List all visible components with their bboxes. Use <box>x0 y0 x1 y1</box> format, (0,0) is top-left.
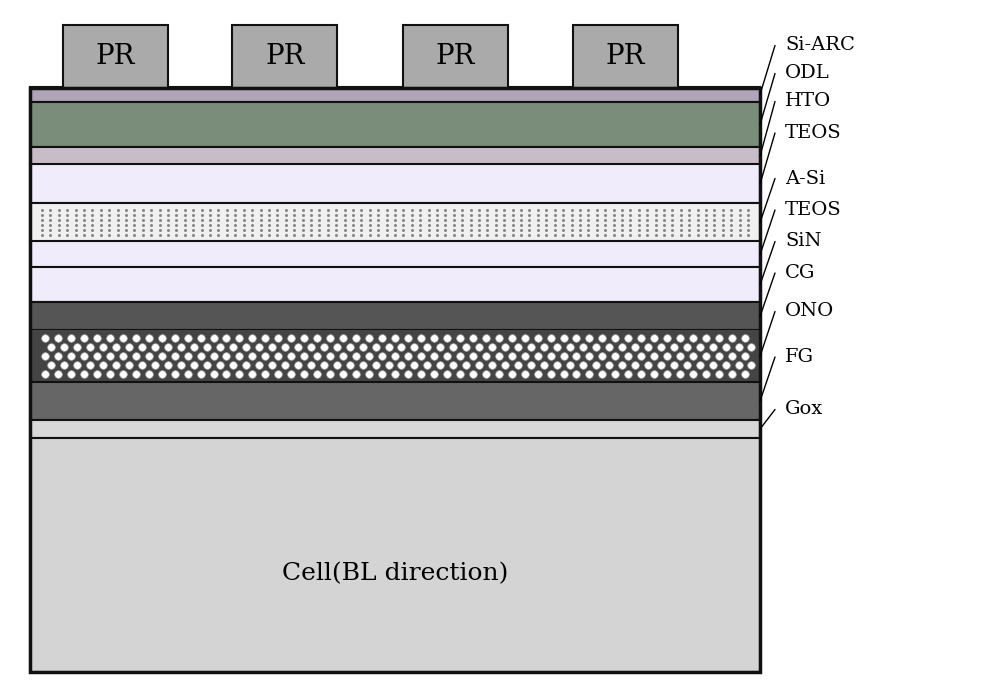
Text: PR: PR <box>435 43 475 69</box>
Bar <box>30 420 760 438</box>
Bar <box>30 438 760 672</box>
Text: PR: PR <box>605 43 645 69</box>
Bar <box>402 25 508 88</box>
Text: A-Si: A-Si <box>785 169 825 188</box>
Text: CG: CG <box>785 264 815 282</box>
Text: HTO: HTO <box>785 92 831 111</box>
Bar <box>62 25 168 88</box>
Text: TEOS: TEOS <box>785 124 842 142</box>
Text: Cell(BL direction): Cell(BL direction) <box>282 563 508 585</box>
Bar <box>30 88 760 102</box>
Bar <box>30 102 760 147</box>
Text: Gox: Gox <box>785 400 823 419</box>
Text: TEOS: TEOS <box>785 201 842 219</box>
Bar <box>30 302 760 330</box>
Bar <box>30 382 760 420</box>
Text: FG: FG <box>785 348 814 366</box>
Bar <box>30 147 760 164</box>
Bar <box>232 25 337 88</box>
Bar <box>30 88 760 672</box>
Text: Si-ARC: Si-ARC <box>785 36 855 55</box>
Bar <box>30 164 760 203</box>
Text: PR: PR <box>265 43 305 69</box>
Bar <box>572 25 678 88</box>
Text: SiN: SiN <box>785 232 822 251</box>
Text: ODL: ODL <box>785 64 830 83</box>
Text: ONO: ONO <box>785 302 834 321</box>
Text: PR: PR <box>95 43 135 69</box>
Bar <box>30 203 760 242</box>
Bar <box>30 241 760 267</box>
Bar <box>30 330 760 382</box>
Bar <box>30 330 760 382</box>
Bar <box>30 267 760 302</box>
